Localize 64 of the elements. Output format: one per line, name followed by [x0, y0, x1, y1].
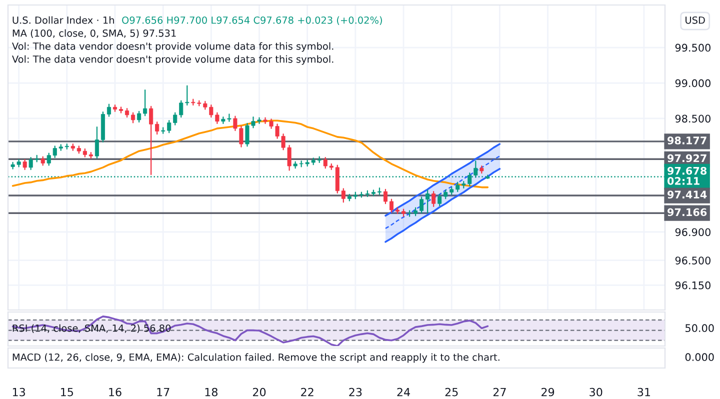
x-tick-label: 23 [349, 388, 362, 396]
x-tick-label: 22 [301, 388, 314, 396]
line-series [384, 143, 501, 217]
candlestick [456, 182, 460, 192]
candlestick [64, 143, 69, 150]
ref-line-label: 97.414 [668, 190, 707, 199]
candlestick [438, 194, 442, 206]
text: 50.00 [686, 324, 714, 332]
x-tick-label: 30 [590, 388, 602, 396]
x-tick-label: 20 [253, 388, 266, 396]
y-tick-label: 98.500 [675, 114, 710, 123]
y-tick-label: 96.900 [675, 228, 710, 236]
x-tick-label: 24 [397, 388, 410, 396]
candlestick [143, 90, 148, 116]
x-tick-label: 27 [493, 388, 506, 396]
candlestick [173, 112, 178, 126]
y-tick-label: 99.500 [675, 44, 710, 52]
annotation: Vol: The data vendor doesn't provide volume data for this symbol. [12, 42, 334, 52]
candlestick [94, 126, 99, 159]
x-tick-label: 13 [12, 388, 25, 396]
text: USD [686, 16, 705, 24]
candlestick [106, 104, 111, 117]
x-tick-label: 16 [109, 388, 122, 396]
annotation: Vol: The data vendor doesn't provide volume data for this symbol. [12, 55, 334, 65]
y-tick-label: 96.150 [675, 281, 710, 290]
candlestick [131, 112, 136, 124]
x-tick-label: 29 [542, 388, 554, 396]
candlestick [179, 100, 184, 118]
ref-line-label: 98.177 [668, 136, 706, 144]
candlestick [185, 85, 190, 106]
candlestick [420, 196, 424, 214]
text: MACD (12, 26, close, 9, EMA, EMA): Calculation failed. Remove the script and reapply it to the chart. [12, 353, 500, 363]
line-series [12, 120, 489, 188]
candlestick [137, 110, 142, 123]
text: U.S. Dollar Index · 1h [12, 16, 114, 24]
candlestick [389, 198, 394, 213]
x-tick-label: 15 [61, 388, 74, 396]
annotation: MA (100, close, 0, SMA, 5) 97.531 [12, 29, 176, 38]
y-tick-label: 96.500 [675, 256, 710, 264]
candlestick [52, 146, 57, 158]
candlestick [22, 159, 27, 170]
x-tick-label: 25 [445, 388, 458, 396]
x-tick-label: 17 [157, 388, 170, 396]
annotation: O97.656 H97.700 L97.654 C97.678 +0.023 (+0.02%) [122, 16, 382, 25]
candlestick [335, 164, 340, 194]
line-series [384, 155, 500, 230]
candlestick [426, 190, 430, 214]
ref-line-label: 97.927 [668, 154, 706, 162]
x-tick-label: 31 [638, 388, 650, 396]
candlestick [383, 188, 388, 204]
candlestick [408, 210, 412, 217]
ref-line-label: 97.166 [668, 208, 707, 216]
candlestick [149, 106, 154, 176]
candlestick [167, 120, 172, 134]
ref-line-label: 97.678 02:11 [667, 166, 707, 185]
x-tick-label: 18 [205, 388, 218, 396]
candlestick [323, 156, 328, 169]
candlestick [341, 188, 346, 203]
candlestick [155, 121, 160, 135]
text: 0.000 [685, 353, 714, 362]
candlestick [432, 190, 436, 207]
candlestick [46, 152, 51, 166]
y-tick-label: 99.000 [675, 79, 710, 88]
line-series [384, 168, 501, 243]
